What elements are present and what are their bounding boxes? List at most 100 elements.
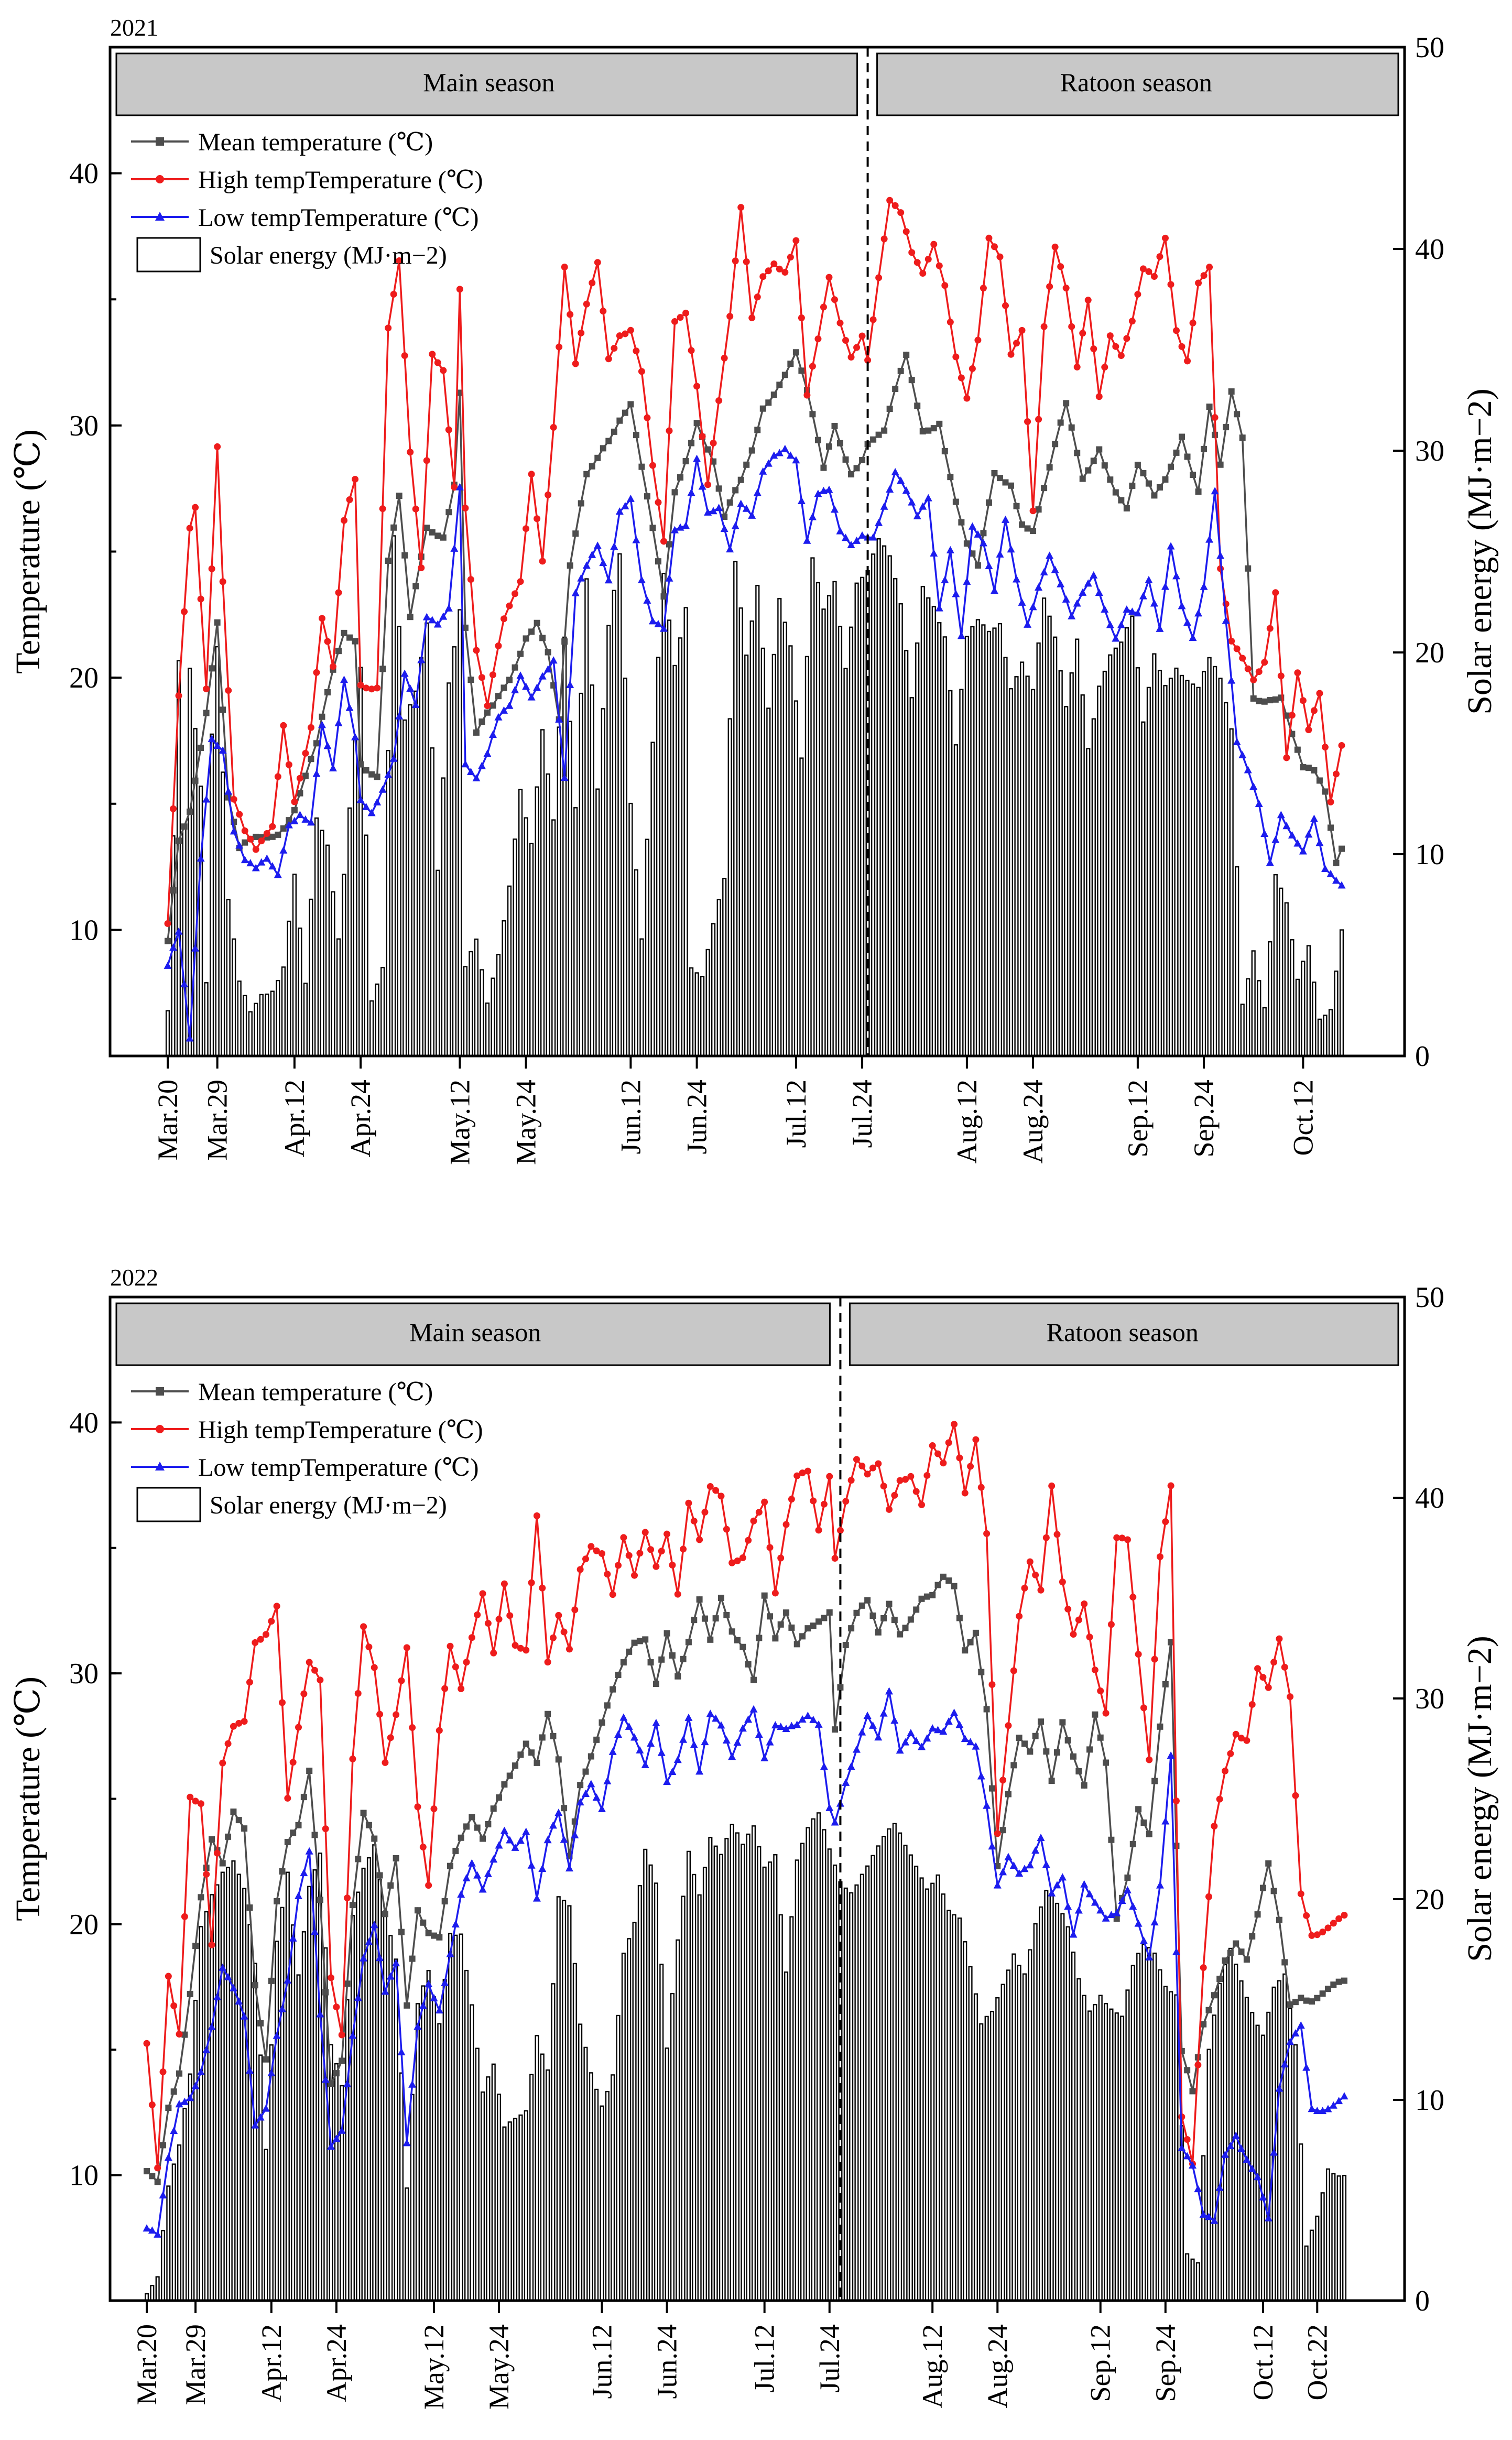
solar-bar — [694, 972, 699, 1057]
solar-bar — [1190, 683, 1195, 1057]
mean-point — [490, 1805, 497, 1812]
solar-bar — [882, 545, 887, 1057]
low-point — [990, 586, 998, 594]
solar-bar — [936, 1874, 940, 2302]
high-point — [869, 316, 877, 323]
mean-point — [962, 1647, 969, 1654]
low-point — [213, 741, 222, 749]
low-point — [251, 2121, 259, 2129]
low-point — [673, 1756, 682, 1763]
mean-point — [956, 1615, 963, 1621]
mean-point — [913, 1606, 920, 1613]
low-point — [229, 1984, 237, 1992]
low-point — [737, 499, 745, 507]
mean-point — [903, 352, 910, 358]
mean-point — [1057, 419, 1064, 426]
solar-bar — [833, 1864, 837, 2302]
high-point — [605, 355, 612, 363]
solar-bar — [1108, 654, 1113, 1057]
low-point — [1243, 2155, 1251, 2163]
mean-point — [947, 474, 954, 481]
mean-point — [647, 1659, 654, 1666]
solar-bar — [1185, 2253, 1190, 2302]
right-tick-label: 10 — [1415, 838, 1444, 871]
low-point — [1183, 2152, 1191, 2160]
low-point — [782, 1725, 790, 1733]
high-point — [649, 462, 656, 469]
mean-point — [869, 1613, 876, 1619]
high-point — [739, 1554, 746, 1562]
low-point — [1227, 676, 1236, 684]
high-point — [831, 296, 838, 303]
mean-point — [1249, 1933, 1256, 1940]
mean-point — [787, 361, 794, 367]
high-point — [1244, 665, 1252, 672]
low-point — [1188, 2161, 1196, 2169]
low-point — [305, 1847, 313, 1855]
mean-point — [1097, 1734, 1104, 1741]
low-point — [1106, 620, 1114, 628]
high-point — [1299, 697, 1307, 704]
low-point — [484, 1869, 492, 1877]
solar-bar — [1312, 981, 1317, 1057]
solar-bar — [247, 1924, 252, 2302]
high-point — [296, 775, 303, 782]
solar-bar — [1174, 1994, 1179, 2302]
legend-high-label: High tempTemperature (℃) — [198, 166, 483, 194]
mean-point — [734, 1637, 741, 1643]
low-point — [356, 796, 365, 803]
mean-point — [875, 431, 882, 438]
high-point — [273, 1603, 280, 1610]
solar-bar — [871, 1855, 875, 2302]
high-point — [317, 1676, 324, 1684]
low-point — [1026, 1861, 1034, 1869]
mean-point — [804, 1625, 811, 1632]
legend-low-label: Low tempTemperature (℃) — [198, 1454, 478, 1482]
low-point — [748, 511, 756, 519]
low-point — [999, 1868, 1007, 1876]
solar-bar — [264, 2149, 268, 2302]
x-tick-label: Oct.12 — [1247, 2324, 1279, 2400]
high-point — [1277, 672, 1285, 680]
ratoon-season-label: Ratoon season — [1060, 68, 1212, 97]
mean-point — [1259, 1885, 1266, 1891]
solar-bar — [654, 1882, 658, 2302]
high-point — [484, 702, 491, 710]
low-point — [191, 944, 200, 952]
solar-bar — [986, 630, 992, 1057]
low-point — [1215, 2183, 1224, 2191]
solar-bar — [760, 647, 765, 1057]
solar-bar — [1257, 980, 1261, 1057]
low-point — [446, 1949, 454, 1957]
low-point — [1150, 599, 1158, 607]
solar-bar — [1206, 2049, 1211, 2302]
high-point — [1261, 659, 1268, 666]
high-point — [1330, 1920, 1337, 1927]
solar-bar — [832, 581, 837, 1057]
right-tick-label: 50 — [1415, 31, 1444, 64]
low-point — [690, 1740, 698, 1748]
solar-bar — [948, 690, 953, 1057]
mean-point — [578, 500, 584, 507]
mean-point — [925, 427, 932, 434]
mean-point — [1211, 1992, 1217, 1999]
low-point — [679, 1735, 688, 1743]
high-point — [1216, 1795, 1223, 1803]
solar-bar — [518, 789, 523, 1057]
high-point — [398, 1677, 405, 1684]
high-point — [583, 300, 590, 308]
solar-bar — [513, 2118, 518, 2302]
low-point — [478, 1885, 487, 1893]
low-point — [1015, 1869, 1024, 1877]
mean-point — [594, 454, 601, 461]
solar-bar — [676, 1939, 680, 2302]
mean-point — [517, 1751, 524, 1758]
solar-bar — [821, 608, 826, 1057]
solar-bar — [275, 1941, 279, 2302]
low-point — [733, 1738, 742, 1746]
high-point — [335, 589, 342, 596]
solar-bar — [307, 1886, 312, 2302]
high-point — [875, 274, 883, 281]
high-point — [409, 1724, 416, 1731]
mean-point — [626, 1648, 633, 1655]
